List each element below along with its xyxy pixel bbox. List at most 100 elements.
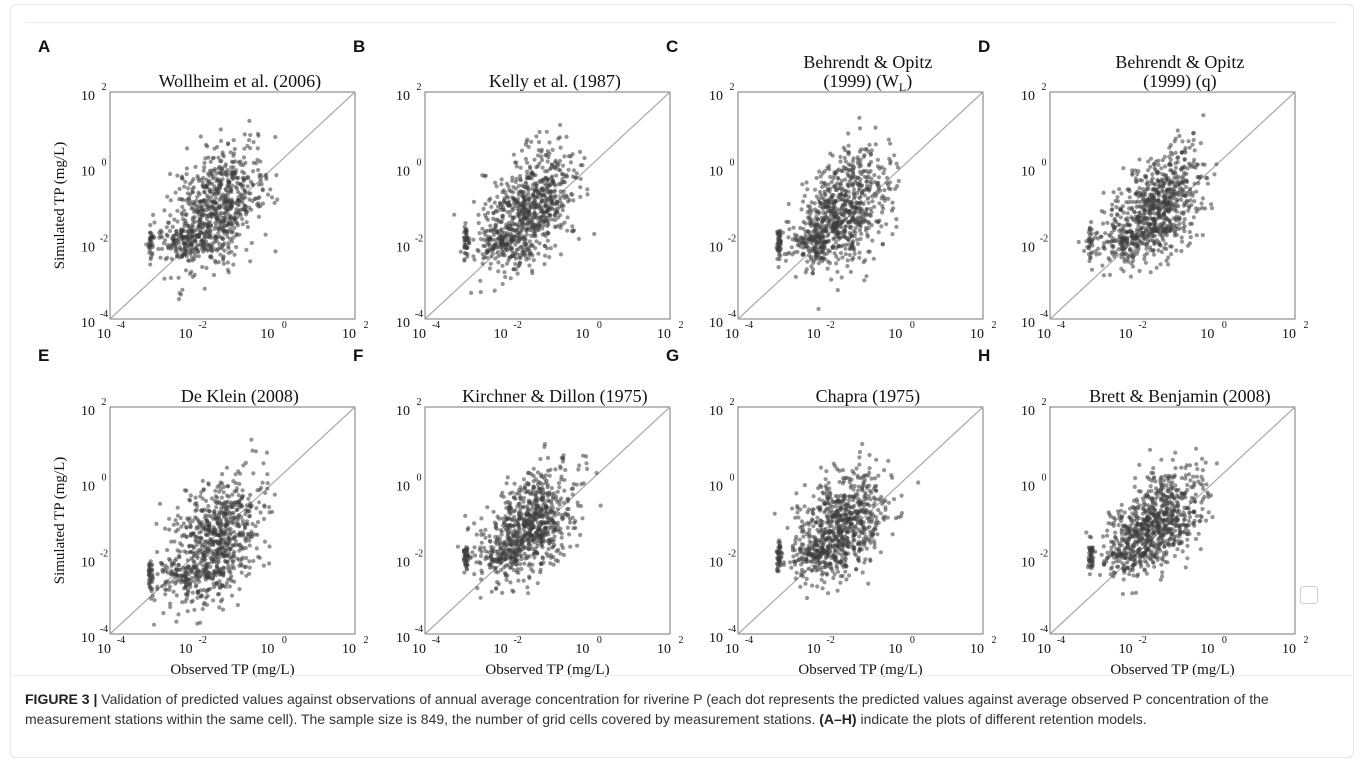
data-point (178, 292, 184, 297)
data-point (188, 227, 193, 232)
data-point (872, 173, 877, 178)
data-point (822, 199, 827, 204)
data-point (519, 148, 525, 153)
data-point (814, 250, 819, 255)
data-point (470, 550, 475, 555)
data-point (1145, 186, 1151, 192)
data-point (804, 235, 809, 240)
data-point (1179, 150, 1184, 155)
data-point (558, 122, 563, 128)
data-point (842, 209, 848, 214)
data-point (1139, 233, 1144, 238)
data-point (555, 210, 560, 215)
data-point (805, 259, 810, 264)
data-point (155, 549, 160, 555)
data-point (1147, 221, 1152, 226)
data-point (485, 249, 490, 254)
data-point (169, 571, 174, 576)
data-point (556, 481, 562, 486)
data-point (202, 234, 207, 239)
data-point (568, 544, 573, 549)
data-point (1122, 252, 1127, 257)
data-point (1101, 273, 1106, 278)
data-point (516, 578, 521, 583)
data-point (535, 195, 540, 200)
data-point (541, 211, 546, 216)
data-point (1106, 256, 1111, 261)
data-point (179, 574, 184, 580)
data-point (489, 589, 494, 594)
data-point (166, 245, 171, 250)
data-point (203, 498, 209, 503)
data-point (546, 206, 551, 212)
x-tick-exponent: -4 (117, 635, 125, 646)
data-point (1145, 233, 1150, 238)
data-point (524, 232, 529, 237)
x-tick-label: 10 (575, 327, 589, 342)
data-point (1175, 155, 1180, 160)
data-point (827, 217, 832, 223)
data-point (863, 258, 868, 263)
data-point (187, 543, 192, 548)
data-point (505, 209, 510, 215)
data-point (186, 233, 191, 238)
data-point (852, 247, 857, 253)
data-point (255, 157, 260, 162)
data-point (1156, 226, 1161, 231)
data-point (818, 250, 823, 255)
data-point (225, 559, 230, 564)
data-point (508, 276, 513, 281)
data-point (783, 258, 789, 263)
data-point (832, 251, 837, 256)
data-point (823, 212, 828, 217)
data-point (201, 552, 206, 557)
data-point (538, 209, 543, 214)
y-tick-label: 10 (81, 480, 95, 495)
data-point (518, 244, 524, 249)
x-tick-exponent: 0 (282, 320, 287, 331)
data-point (525, 169, 530, 174)
figure-frame (10, 4, 1354, 758)
data-point (1130, 236, 1135, 241)
data-point (560, 208, 565, 213)
data-point (864, 168, 869, 174)
data-point (197, 219, 203, 224)
data-point (1169, 244, 1174, 249)
data-point (213, 195, 218, 200)
data-point (198, 134, 203, 139)
data-point (1115, 199, 1120, 204)
y-tick-exponent: 2 (730, 82, 735, 93)
data-point (260, 201, 265, 206)
data-point (808, 211, 813, 216)
data-point (527, 218, 533, 223)
data-point (1127, 206, 1132, 211)
data-point (1188, 198, 1193, 203)
data-point (168, 171, 173, 177)
data-point (225, 499, 231, 504)
data-point (178, 580, 183, 585)
data-point (1125, 211, 1130, 216)
data-point (1154, 265, 1159, 270)
data-point (843, 235, 848, 240)
data-point (231, 262, 236, 267)
data-point (216, 260, 221, 265)
data-point (1156, 170, 1161, 175)
data-point (538, 179, 544, 185)
data-point (198, 561, 203, 566)
data-point (230, 492, 235, 497)
data-point (506, 258, 511, 263)
data-point (793, 235, 798, 240)
data-point (1130, 171, 1135, 176)
data-point (857, 169, 863, 174)
data-point (508, 246, 513, 251)
data-point (247, 538, 252, 543)
data-point (521, 477, 527, 482)
data-point (192, 579, 197, 584)
data-point (192, 607, 197, 612)
data-point (256, 204, 261, 209)
data-point (216, 155, 221, 160)
data-point (188, 202, 193, 207)
data-point (1174, 199, 1179, 204)
data-point (846, 189, 851, 194)
